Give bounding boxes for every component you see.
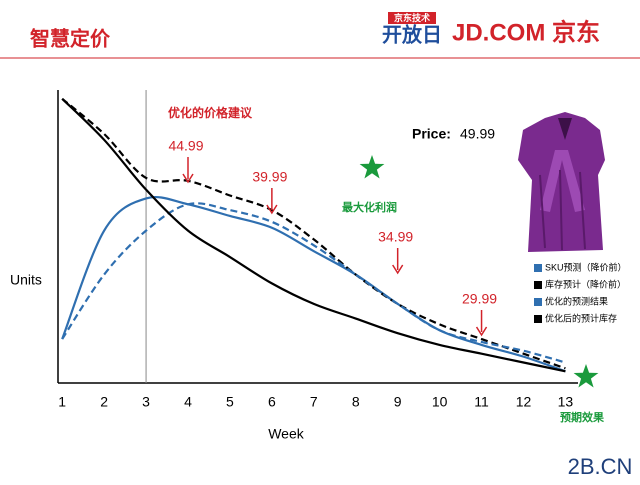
annotation-title: 优化的价格建议 [168, 105, 253, 120]
price-arrowhead [182, 173, 194, 184]
legend-label: 优化的预测结果 [545, 295, 608, 306]
star [573, 364, 599, 388]
series-line [61, 98, 566, 373]
series-line [61, 202, 566, 364]
x-tick-label: 1 [58, 394, 66, 410]
price-arrowhead [392, 264, 404, 275]
price-label: 39.99 [252, 169, 287, 185]
price-label: 29.99 [462, 291, 497, 307]
x-tick-label: 7 [310, 394, 318, 410]
legend-swatch [534, 281, 542, 289]
callout: 最大化利润 [342, 200, 397, 214]
x-tick-label: 10 [432, 394, 448, 410]
product-image [518, 112, 605, 252]
x-tick-label: 5 [226, 394, 234, 410]
x-tick-label: 12 [516, 394, 532, 410]
price-arrowhead [266, 204, 278, 215]
legend-swatch [534, 315, 542, 323]
x-tick-label: 2 [100, 394, 108, 410]
price-title: Price: [412, 126, 451, 142]
star [359, 155, 385, 179]
callout: 预期效果 [560, 410, 604, 424]
x-tick-label: 9 [394, 394, 402, 410]
legend-label: 库存预计（降价前） [545, 278, 626, 289]
x-tick-label: 6 [268, 394, 276, 410]
series-line [61, 97, 566, 370]
x-tick-label: 3 [142, 394, 150, 410]
x-tick-label: 13 [558, 394, 574, 410]
watermark: 2B.CN [568, 454, 633, 479]
legend-label: SKU预测（降价前） [545, 261, 627, 272]
legend-swatch [534, 264, 542, 272]
logo-top: 京东技术 [394, 12, 430, 23]
logo-badge [388, 12, 436, 24]
brand: JD.COM 京东 [452, 18, 600, 46]
legend-label: 优化后的预计库存 [545, 312, 617, 323]
legend-swatch [534, 298, 542, 306]
x-tick-label: 8 [352, 394, 360, 410]
price-label: 34.99 [378, 229, 413, 245]
series-line [61, 195, 566, 373]
x-tick-label: 4 [184, 394, 192, 410]
price-label: 44.99 [168, 138, 203, 154]
price-value: 49.99 [460, 126, 495, 142]
x-tick-label: 11 [474, 394, 489, 410]
price-arrowhead [475, 326, 488, 337]
y-axis-label: Units [10, 272, 42, 288]
logo-main: 开放日 [382, 22, 442, 46]
x-axis-label: Week [268, 426, 305, 442]
slide-title: 智慧定价 [30, 26, 111, 50]
